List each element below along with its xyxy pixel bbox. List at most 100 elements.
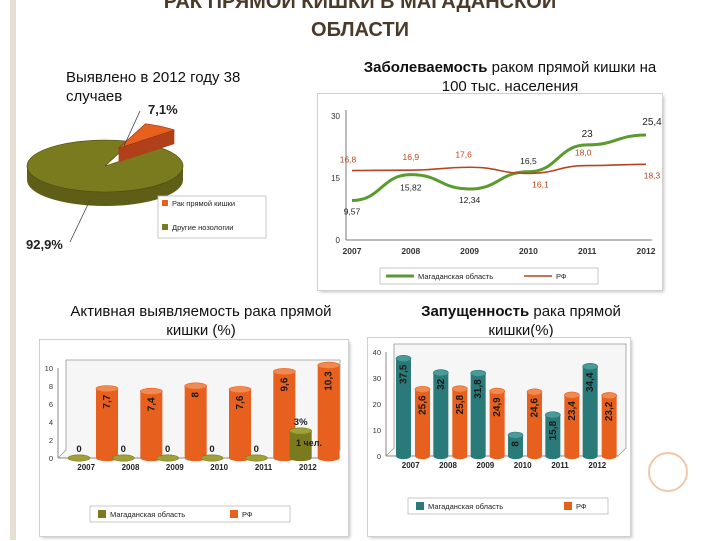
- bar-top-rf: [452, 385, 468, 393]
- line-series-magadan: [351, 133, 647, 202]
- bar-data-label: 15,8: [548, 420, 559, 440]
- bar-data-label: 31,8: [473, 379, 484, 399]
- bar-top-rf: [95, 385, 119, 393]
- bar-magadan: [582, 366, 598, 460]
- bar-data-label: 9,6: [279, 377, 290, 391]
- bar-top-magadan: [507, 431, 524, 439]
- bar-magadan: [470, 373, 486, 460]
- bar-data-label: 7,7: [102, 394, 113, 408]
- bar-rf: [489, 391, 505, 460]
- bar-y-tick-label: 0: [377, 452, 381, 461]
- line-legend-label-rf: РФ: [556, 272, 567, 281]
- active-caption-line1: Активная выявляемость рака прямой: [70, 303, 332, 320]
- bar-data-label: 7,6: [235, 395, 246, 409]
- bar-x-tick-label: 2010: [210, 463, 228, 472]
- bar-magadan: [289, 431, 312, 462]
- line-data-label: 12,34: [459, 195, 481, 205]
- bar-y-tick-label: 40: [373, 348, 381, 357]
- detected-caption: Выявлено в 2012 году 38 случаев: [66, 68, 240, 106]
- pie-legend-swatch-rectal: [162, 200, 168, 206]
- bar-data-label: 0: [254, 444, 259, 455]
- bar-rf: [564, 395, 580, 460]
- bar-x-tick-label: 2010: [514, 461, 532, 470]
- neglect-caption: Запущенность рака прямой кишки(%): [386, 302, 656, 340]
- bar-top-rf: [140, 387, 163, 395]
- neglect-caption-rest: рака прямой: [529, 303, 621, 320]
- pie-slice-other: [26, 139, 184, 193]
- bar-x-tick-label: 2007: [77, 463, 95, 472]
- bar-magadan: [396, 358, 411, 460]
- pie-side-rectal: [118, 130, 175, 163]
- bar-data-label: 23,2: [604, 401, 615, 421]
- line-chart: 0 15 30 2007 2008 2009 2010 2011 2012 9,57 15,82 12…: [331, 110, 662, 285]
- bar-x-tick-label: 2009: [476, 461, 494, 470]
- bar-top-rf: [526, 388, 543, 396]
- bar-data-label: 3%: [294, 417, 308, 428]
- neglect-legend-swatch-rf: [564, 502, 572, 510]
- bar-rf: [96, 388, 118, 462]
- active-legend-label-rf: РФ: [242, 510, 253, 519]
- bar-rf: [452, 388, 468, 460]
- neglect-legend-label-rf: РФ: [576, 502, 587, 511]
- pie-legend-box: [157, 195, 267, 239]
- bar-data-label: 34,4: [585, 372, 596, 392]
- pie-legend-swatch-other: [162, 224, 168, 230]
- bar-top-rf: [228, 386, 252, 394]
- decorative-circle: [648, 452, 688, 492]
- bar-magadan: [433, 372, 449, 460]
- bar-y-tick-label: 0: [49, 454, 53, 463]
- bar-x-tick-label: 2008: [122, 463, 140, 472]
- line-x-tick-label: 2008: [401, 246, 420, 256]
- line-x-tick-label: 2012: [637, 246, 656, 256]
- incidence-caption: Заболеваемость раком прямой кишки на 100…: [330, 58, 690, 96]
- line-legend-label-magadan: Магаданская область: [418, 272, 493, 281]
- line-data-label: 16,1: [532, 179, 549, 189]
- pie-legend-label-rectal: Рак прямой кишки: [172, 199, 235, 208]
- bar-data-label: 25,8: [455, 394, 466, 414]
- line-data-label: 18,3: [644, 170, 661, 180]
- neglect-caption-bold: Запущенность: [421, 303, 530, 320]
- line-data-label: 15,82: [400, 183, 422, 193]
- bar-data-label: 10,3: [324, 371, 335, 391]
- bar-data-label: 0: [165, 444, 170, 455]
- line-data-label: 9,57: [344, 206, 361, 216]
- active-legend-swatch-rf: [230, 510, 238, 518]
- pie-chart: 7,1% 92,9% Рак прямой кишки Другие нозологи…: [26, 102, 267, 252]
- line-data-label: 18,0: [575, 148, 592, 158]
- bar-magadan: [508, 435, 523, 460]
- neglect-chart-panel: 0 10 20 30 40 2007 37,5 25,6 2008 32 25,8 2009 31,8 2…: [368, 338, 630, 536]
- line-y-tick-label: 0: [336, 236, 341, 245]
- slide-border: [10, 0, 16, 540]
- bar-rf: [229, 389, 251, 462]
- pie-label-rectal: 7,1%: [148, 102, 178, 117]
- active-legend-box: [89, 505, 291, 523]
- pie-slice-rectal: [118, 123, 176, 149]
- line-data-label: 23: [582, 129, 594, 140]
- bar-data-label: 0: [121, 444, 126, 455]
- pie-legend-label-other: Другие нозологии: [172, 223, 233, 232]
- incidence-caption-line2: 100 тыс. населения: [441, 78, 579, 95]
- bar-top-magadan: [245, 454, 268, 462]
- bar-top-magadan: [582, 363, 598, 371]
- incidence-caption-bold: Заболеваемость: [363, 59, 488, 76]
- bar-x-tick-label: 2012: [299, 463, 317, 472]
- neglect-legend-label-magadan: Магаданская область: [428, 502, 503, 511]
- pie-label-other: 92,9%: [26, 237, 63, 252]
- line-y-tick-label: 30: [331, 112, 340, 121]
- bar-top-magadan: [289, 427, 312, 435]
- bar-y-tick-label: 6: [49, 400, 53, 409]
- active-legend-label-magadan: Магаданская область: [110, 510, 185, 519]
- bar-y-tick-label: 8: [49, 382, 53, 391]
- bar-x-tick-label: 2009: [166, 463, 184, 472]
- neglect-legend-swatch-magadan: [416, 502, 424, 510]
- bar-rf: [184, 386, 207, 462]
- bar-top-rf: [317, 361, 340, 369]
- active-chart-panel: 0 2 4 6 8 10 2007 0 7,7 2008 0 7,4 2009 0 8 2010 0 7,6 201…: [40, 340, 348, 536]
- bar-magadan: [545, 414, 561, 460]
- line-data-label: 16,8: [340, 155, 357, 165]
- line-y-tick-label: 15: [331, 174, 340, 183]
- bar-x-tick-label: 2007: [402, 461, 420, 470]
- neglect-caption-line2: кишки(%): [488, 322, 554, 339]
- bar-y-tick-label: 2: [49, 436, 53, 445]
- line-series-rf: [351, 163, 647, 175]
